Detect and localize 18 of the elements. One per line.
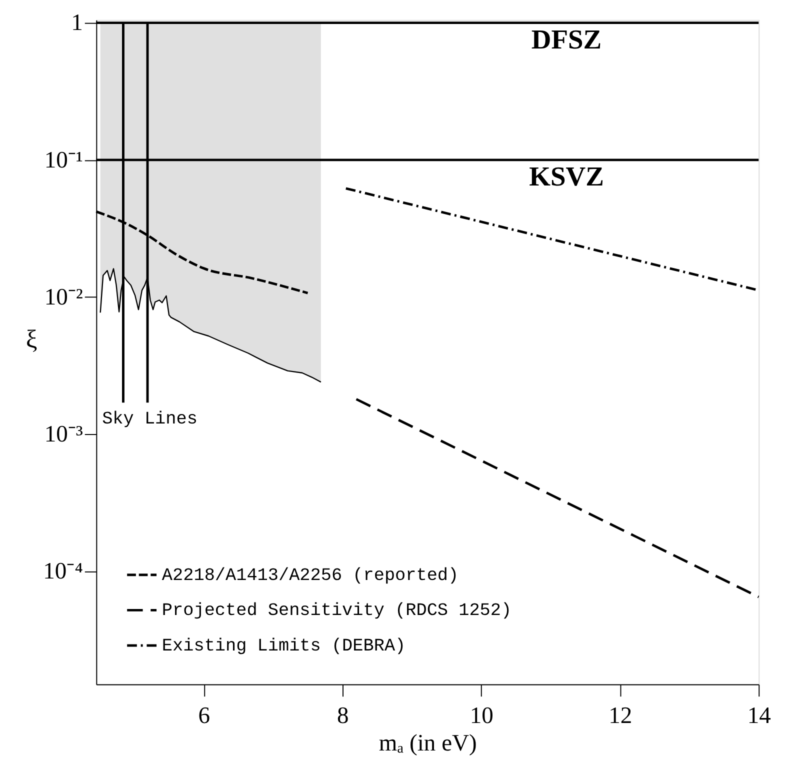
x-tick-label: 10: [470, 703, 494, 730]
legend-label: Projected Sensitivity (RDCS 1252): [162, 601, 512, 622]
x-axis-title: mₐ (in eV): [378, 730, 477, 757]
x-tick-label: 8: [337, 703, 349, 730]
y-tick-label: 10⁻³: [44, 422, 83, 448]
x-tick-label: 14: [747, 703, 772, 730]
y-tick-label: 10⁻⁴: [43, 558, 83, 585]
x-tick-label: 12: [608, 703, 632, 730]
legend-label: Existing Limits (DEBRA): [162, 636, 406, 656]
y-tick-label: 10⁻²: [44, 284, 83, 310]
x-tick-label: 6: [198, 703, 210, 730]
legend-label: A2218/A1413/A2256 (reported): [162, 566, 459, 586]
ref-line-label: KSVZ: [529, 161, 604, 192]
ref-line-label: DFSZ: [531, 24, 602, 54]
y-axis-title: ξ: [26, 324, 38, 354]
y-tick-label: 10⁻¹: [44, 147, 83, 174]
y-tick-label: 1: [71, 10, 83, 36]
annotation: Sky Lines: [102, 409, 198, 430]
